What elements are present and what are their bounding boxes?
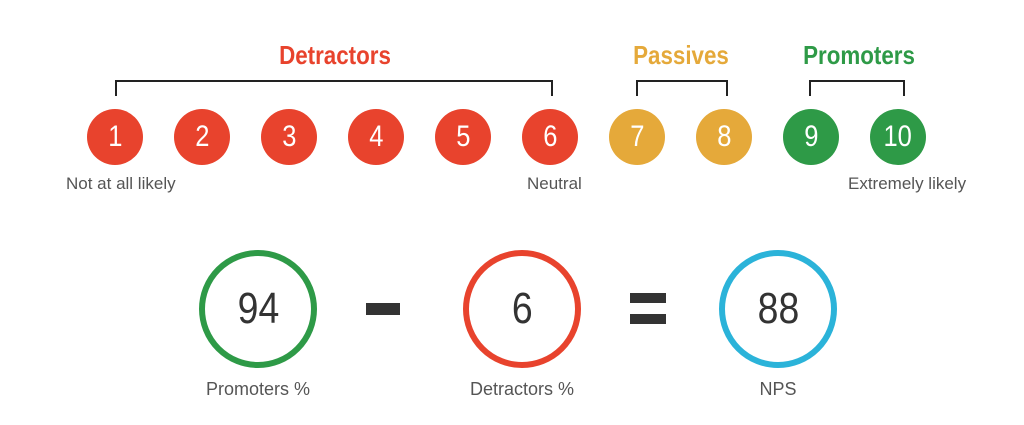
detractors-caption: Detractors % [469, 379, 575, 399]
detractors-title: Detractors [279, 40, 391, 70]
detractors-bracket [115, 80, 553, 96]
promoters-value: 94 [237, 284, 279, 333]
score-circle: 6 [522, 109, 578, 165]
equals-sign [630, 293, 666, 325]
score-circle: 3 [261, 109, 317, 165]
score-circle: 5 [435, 109, 491, 165]
promoters-bracket [809, 80, 905, 96]
score-circle: 8 [696, 109, 752, 165]
detractors-value: 6 [511, 284, 533, 333]
minus-sign [366, 303, 400, 315]
detractors-ring: 6 [463, 250, 581, 368]
promoters-caption: Promoters % [205, 379, 311, 399]
promoters-title: Promoters [803, 40, 915, 70]
score-circle: 1 [87, 109, 143, 165]
promoters-ring: 94 [199, 250, 317, 368]
scale-label-low: Not at all likely [66, 174, 176, 193]
score-circle: 9 [783, 109, 839, 165]
score-circle: 10 [870, 109, 926, 165]
passives-title: Passives [633, 40, 729, 70]
score-circle: 4 [348, 109, 404, 165]
scale-label-mid: Neutral [527, 174, 582, 193]
nps-caption: NPS [759, 379, 797, 399]
nps-ring: 88 [719, 250, 837, 368]
nps-value: 88 [757, 284, 799, 333]
scale-label-high: Extremely likely [848, 174, 967, 193]
passives-bracket [636, 80, 728, 96]
score-circle: 7 [609, 109, 665, 165]
score-circle: 2 [174, 109, 230, 165]
